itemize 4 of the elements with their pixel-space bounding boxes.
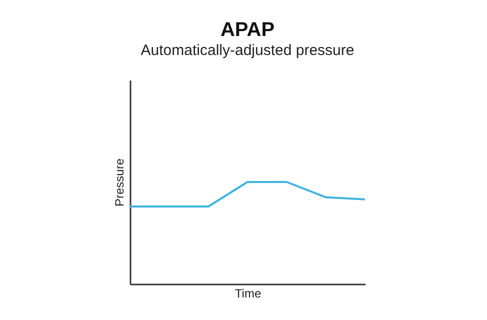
chart-subtitle: Automatically-adjusted pressure (140, 42, 354, 59)
y-axis-title: Pressure (112, 158, 126, 207)
chart-title: APAP (220, 19, 275, 41)
x-axis-title: Time (234, 286, 262, 300)
